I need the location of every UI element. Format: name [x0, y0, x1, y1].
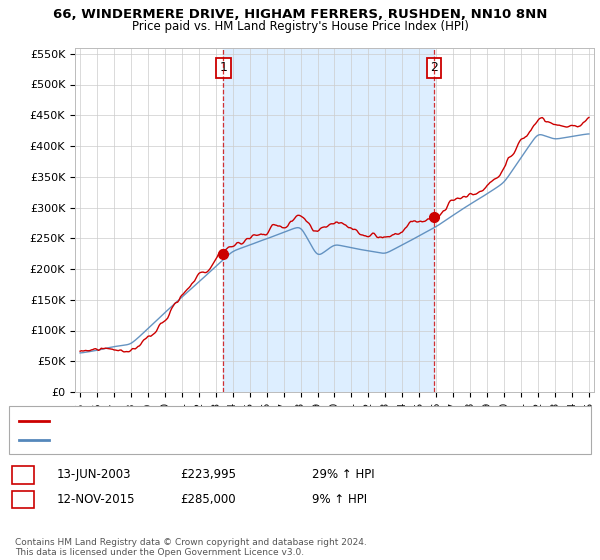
- Text: 1: 1: [220, 62, 227, 74]
- Text: 13-JUN-2003: 13-JUN-2003: [57, 468, 131, 482]
- Text: 66, WINDERMERE DRIVE, HIGHAM FERRERS, RUSHDEN, NN10 8NN (detached house): 66, WINDERMERE DRIVE, HIGHAM FERRERS, RU…: [55, 416, 494, 426]
- Text: 2: 2: [19, 493, 27, 506]
- Text: HPI: Average price, detached house, North Northamptonshire: HPI: Average price, detached house, Nort…: [55, 435, 376, 445]
- Bar: [223, 48, 434, 392]
- Text: Price paid vs. HM Land Registry's House Price Index (HPI): Price paid vs. HM Land Registry's House …: [131, 20, 469, 32]
- Text: 66, WINDERMERE DRIVE, HIGHAM FERRERS, RUSHDEN, NN10 8NN: 66, WINDERMERE DRIVE, HIGHAM FERRERS, RU…: [53, 8, 547, 21]
- Text: £223,995: £223,995: [180, 468, 236, 482]
- Text: 1: 1: [19, 468, 27, 482]
- Text: 2: 2: [430, 62, 438, 74]
- Text: 29% ↑ HPI: 29% ↑ HPI: [312, 468, 374, 482]
- Text: 12-NOV-2015: 12-NOV-2015: [57, 493, 136, 506]
- Text: £285,000: £285,000: [180, 493, 236, 506]
- Text: 9% ↑ HPI: 9% ↑ HPI: [312, 493, 367, 506]
- Text: Contains HM Land Registry data © Crown copyright and database right 2024.
This d: Contains HM Land Registry data © Crown c…: [15, 538, 367, 557]
